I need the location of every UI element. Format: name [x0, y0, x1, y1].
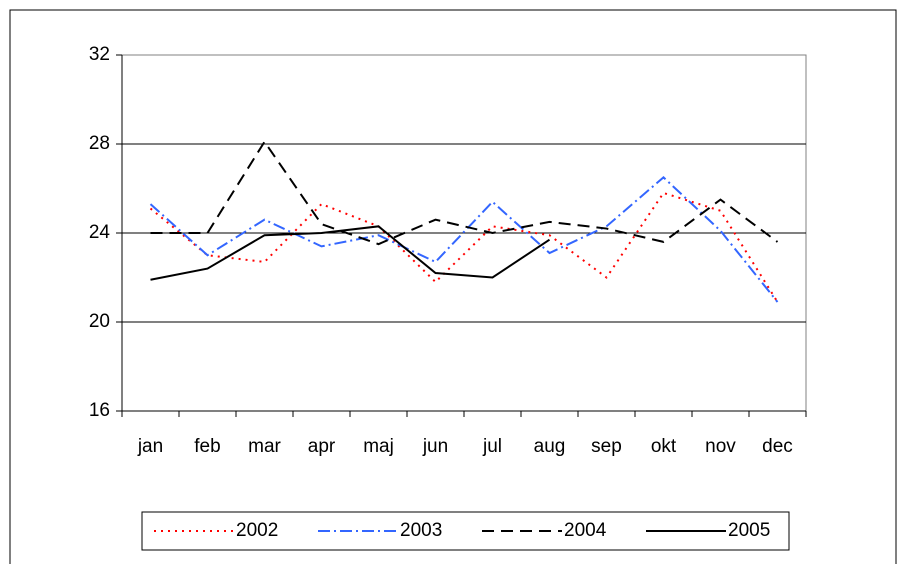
- legend-label: 2003: [400, 520, 442, 541]
- x-tick-label: jan: [137, 436, 163, 457]
- legend-label: 2005: [728, 520, 770, 541]
- x-tick-label: dec: [762, 436, 793, 457]
- x-tick-label: jul: [482, 436, 502, 457]
- x-tick-label: feb: [194, 436, 220, 457]
- legend-label: 2002: [236, 520, 278, 541]
- series-line: [150, 139, 779, 246]
- x-tick-label: mar: [248, 436, 281, 457]
- y-tick-label: 28: [89, 133, 110, 154]
- x-tick-label: sep: [591, 436, 622, 457]
- x-tick-label: apr: [308, 436, 336, 457]
- y-tick-label: 16: [89, 400, 110, 421]
- x-tick-label: aug: [534, 436, 566, 457]
- y-tick-label: 24: [89, 222, 111, 243]
- x-tick-label: nov: [705, 436, 736, 457]
- x-tick-label: maj: [363, 436, 394, 457]
- x-tick-label: jun: [422, 436, 448, 457]
- y-tick-label: 20: [89, 311, 110, 332]
- series-line: [149, 191, 779, 303]
- y-tick-label: 32: [89, 44, 110, 65]
- legend-label: 2004: [564, 520, 607, 541]
- x-tick-label: okt: [651, 436, 677, 457]
- series-line: [149, 176, 779, 303]
- frame: [9, 9, 897, 564]
- series-line: [150, 225, 551, 281]
